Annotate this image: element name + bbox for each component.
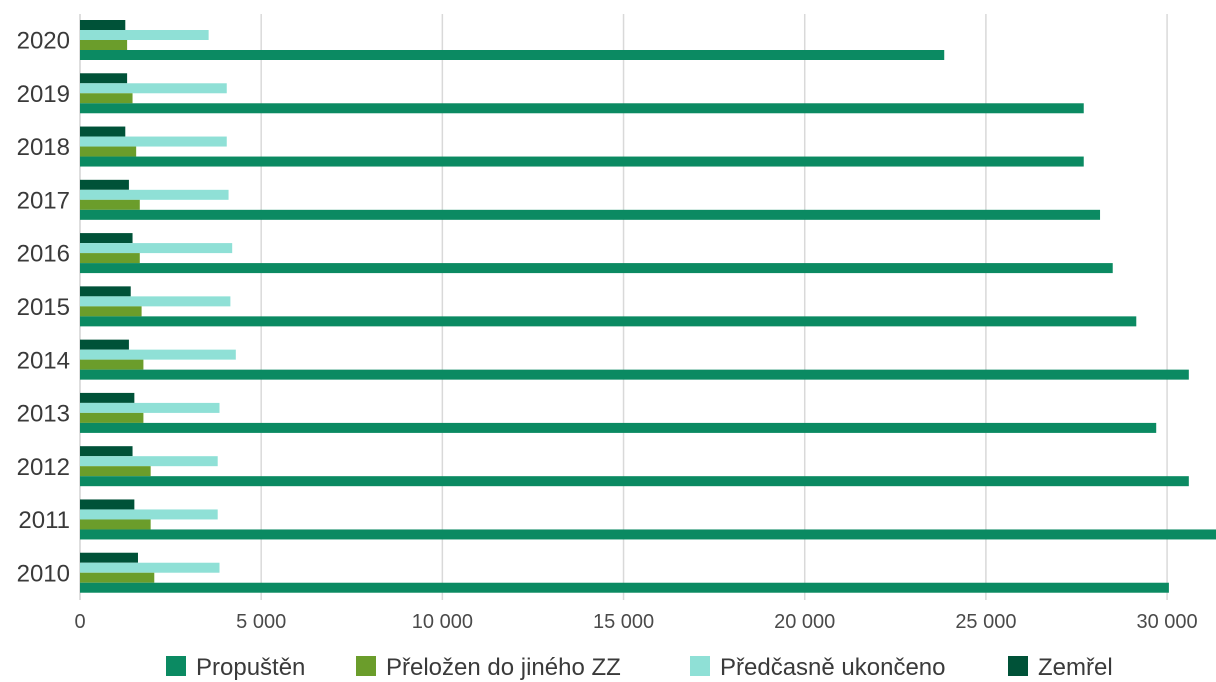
x-tick-label: 20 000 <box>774 611 835 633</box>
bar-zemřel-2011 <box>80 499 135 510</box>
bar-zemřel-2019 <box>80 73 128 84</box>
legend-label: Zemřel <box>1038 654 1113 681</box>
bar-přeložen-do-jiného-zz-2010 <box>80 572 155 583</box>
bar-zemřel-2016 <box>80 233 133 244</box>
legend-label: Předčasně ukončeno <box>720 654 946 681</box>
bar-přeložen-do-jiného-zz-2011 <box>80 519 151 530</box>
bar-přeložen-do-jiného-zz-2018 <box>80 146 137 157</box>
bar-zemřel-2012 <box>80 446 133 457</box>
bar-propuštěn-2010 <box>80 582 1169 593</box>
bar-předčasně-ukončeno-2015 <box>80 296 231 307</box>
bar-propuštěn-2015 <box>80 316 1137 327</box>
bar-propuštěn-2020 <box>80 50 945 60</box>
bar-předčasně-ukončeno-2019 <box>80 83 227 94</box>
bar-předčasně-ukončeno-2013 <box>80 402 220 413</box>
bar-zemřel-2017 <box>80 179 129 190</box>
bar-přeložen-do-jiného-zz-2014 <box>80 359 144 370</box>
bar-přeložen-do-jiného-zz-2012 <box>80 466 151 477</box>
x-axis-labels: 0 5 000 10 000 15 000 20 000 25 000 30 000 <box>74 611 1197 633</box>
x-tick-label: 15 000 <box>593 611 654 633</box>
bar-předčasně-ukončeno-2011 <box>80 509 218 520</box>
legend-swatch <box>690 656 710 676</box>
legend: Propuštěn Přeložen do jiného ZZ Předčasně … <box>166 654 1113 681</box>
bar-předčasně-ukončeno-2010 <box>80 562 220 573</box>
bar-předčasně-ukončeno-2012 <box>80 456 218 467</box>
y-category-label: 2016 <box>17 241 70 268</box>
bar-zemřel-2013 <box>80 392 135 403</box>
legend-label: Přeložen do jiného ZZ <box>386 654 621 681</box>
bar-propuštěn-2014 <box>80 369 1189 380</box>
bar-přeložen-do-jiného-zz-2020 <box>80 40 128 50</box>
x-tick-label: 25 000 <box>955 611 1016 633</box>
legend-swatch <box>1008 656 1028 676</box>
bar-přeložen-do-jiného-zz-2016 <box>80 253 140 264</box>
y-category-label: 2010 <box>17 560 70 587</box>
bar-propuštěn-2016 <box>80 263 1113 274</box>
y-category-label: 2011 <box>18 507 70 534</box>
y-category-label: 2015 <box>17 294 70 321</box>
x-tick-label: 10 000 <box>412 611 473 633</box>
bar-předčasně-ukončeno-2016 <box>80 243 233 254</box>
bars <box>80 20 1216 593</box>
y-category-label: 2020 <box>17 28 70 55</box>
y-category-label: 2017 <box>17 187 70 214</box>
y-category-label: 2012 <box>17 454 70 481</box>
x-tick-label: 0 <box>74 611 85 633</box>
bar-propuštěn-2012 <box>80 476 1189 487</box>
bar-předčasně-ukončeno-2018 <box>80 136 227 147</box>
bar-předčasně-ukončeno-2020 <box>80 30 209 40</box>
y-category-label: 2019 <box>17 81 70 108</box>
bar-propuštěn-2011 <box>80 529 1216 540</box>
y-category-label: 2014 <box>17 347 70 374</box>
y-category-label: 2018 <box>17 134 70 161</box>
y-axis-labels: 2020 2019 2018 2017 2016 2015 2014 2013 2012 2011… <box>17 28 70 588</box>
bar-propuštěn-2013 <box>80 422 1157 433</box>
bar-předčasně-ukončeno-2014 <box>80 349 236 360</box>
bar-zemřel-2015 <box>80 286 131 297</box>
bar-zemřel-2014 <box>80 339 129 350</box>
bar-přeložen-do-jiného-zz-2015 <box>80 306 142 317</box>
legend-label: Propuštěn <box>196 654 305 681</box>
bar-předčasně-ukončeno-2017 <box>80 189 229 200</box>
bar-přeložen-do-jiného-zz-2017 <box>80 199 140 210</box>
bar-přeložen-do-jiného-zz-2019 <box>80 93 133 104</box>
y-category-label: 2013 <box>17 401 70 428</box>
bar-propuštěn-2018 <box>80 156 1084 167</box>
bar-propuštěn-2019 <box>80 103 1084 114</box>
bar-propuštěn-2017 <box>80 209 1101 220</box>
x-tick-label: 30 000 <box>1136 611 1197 633</box>
legend-swatch <box>356 656 376 676</box>
bar-zemřel-2020 <box>80 20 126 30</box>
x-tick-label: 5 000 <box>236 611 286 633</box>
grid-lines <box>79 14 1168 600</box>
bar-zemřel-2010 <box>80 552 138 563</box>
bar-zemřel-2018 <box>80 126 126 137</box>
legend-swatch <box>166 656 186 676</box>
bar-přeložen-do-jiného-zz-2013 <box>80 412 144 423</box>
